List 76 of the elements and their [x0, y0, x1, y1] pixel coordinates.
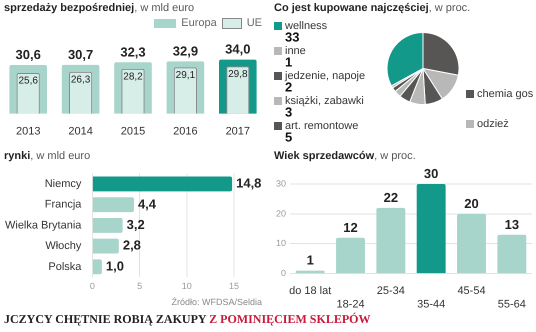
x-tick-label: 18-24: [336, 298, 365, 310]
x-tick-label: 35-44: [417, 298, 446, 310]
data-label: 12: [343, 220, 358, 235]
text: Z POMINIĘCIEM SKLEPÓW: [208, 312, 370, 326]
data-label: 32,3: [120, 44, 146, 60]
bar: [336, 238, 365, 274]
bar: [376, 208, 406, 274]
x-tick-label: 5: [137, 281, 142, 292]
x-tick-label: 10: [182, 281, 192, 292]
x-tick-label: 55-64: [498, 298, 526, 310]
legend-label: inne: [285, 45, 306, 58]
data-label: 1: [306, 252, 314, 268]
bar: [92, 259, 102, 274]
legend-label: jedzenie, napoje: [284, 70, 366, 82]
bar: [92, 218, 123, 233]
x-tick-label: 2014: [68, 125, 93, 138]
data-label: 28,2: [123, 72, 144, 83]
bar: [92, 197, 134, 212]
data-label: 29,8: [228, 69, 248, 80]
y-tick-label: 10: [276, 238, 286, 248]
y-tick-label: 0: [280, 268, 286, 278]
data-label: 14,8: [236, 176, 262, 191]
legend-label: chemia gos: [477, 88, 534, 100]
text: Źródło: WFDSA/Seldia: [171, 297, 262, 307]
data-label: 2,8: [122, 238, 141, 253]
bar: [457, 214, 486, 274]
data-label: 20: [464, 196, 479, 211]
legend-label: Europa: [181, 17, 217, 29]
bar: [296, 270, 325, 274]
data-label: 30,6: [16, 47, 41, 62]
data-label: 30,7: [68, 46, 94, 62]
y-tick-label: Włochy: [45, 240, 82, 252]
y-tick-label: Niemcy: [44, 178, 82, 190]
data-label: 13: [504, 216, 520, 232]
data-label: 1: [285, 54, 292, 70]
data-label: 3: [285, 104, 292, 120]
data-label: 32,9: [172, 43, 198, 58]
x-tick-label: 15: [228, 281, 240, 292]
x-tick-label: 2015: [120, 125, 146, 138]
data-label: 33: [285, 30, 300, 45]
data-label: 29,1: [176, 70, 196, 82]
data-label: 4,4: [138, 196, 157, 212]
bar: [92, 176, 232, 192]
legend-label: wellness: [284, 20, 328, 32]
x-tick-label: 2017: [226, 125, 250, 138]
data-label: 25,6: [18, 76, 38, 87]
data-label: 34,0: [225, 42, 250, 57]
bar: [416, 184, 446, 274]
bar: [92, 238, 119, 254]
data-label: 1,0: [106, 258, 124, 274]
data-label: 2: [285, 80, 292, 95]
legend-label: UE: [246, 17, 262, 29]
y-tick-label: 30: [276, 178, 286, 188]
y-tick-label: 20: [276, 208, 286, 218]
legend-label: książki, zabawki: [285, 95, 364, 108]
x-tick-label: 0: [90, 281, 95, 292]
x-tick-label: 25-34: [376, 285, 405, 298]
legend-label: art. remontowe: [285, 120, 358, 132]
bar: [497, 234, 526, 274]
data-label: 3,2: [126, 216, 145, 232]
chart-title: sprzedaży bezpośredniej, w mld euro: [4, 2, 194, 14]
chart-title: rynki, w mld euro: [4, 150, 90, 162]
data-label: 26,3: [70, 74, 91, 86]
x-tick-label: do 18 lat: [289, 285, 332, 298]
data-label: 22: [384, 190, 398, 205]
data-label: 30: [424, 166, 438, 182]
y-tick-label: Francja: [44, 198, 82, 211]
y-tick-label: Polska: [48, 260, 82, 273]
chart-title: Wiek sprzedawców, w proc.: [274, 150, 416, 162]
legend-label: odzież: [477, 118, 509, 130]
y-tick-label: Wielka Brytania: [4, 219, 82, 232]
x-tick-label: 2013: [16, 125, 40, 138]
text: JCZYCY CHĘTNIE ROBIĄ ZAKUPY: [4, 312, 206, 326]
chart-title: Co jest kupowane najczęściej, w proc.: [274, 2, 470, 14]
x-tick-label: 45-54: [457, 285, 486, 298]
x-tick-label: 2016: [173, 125, 198, 138]
